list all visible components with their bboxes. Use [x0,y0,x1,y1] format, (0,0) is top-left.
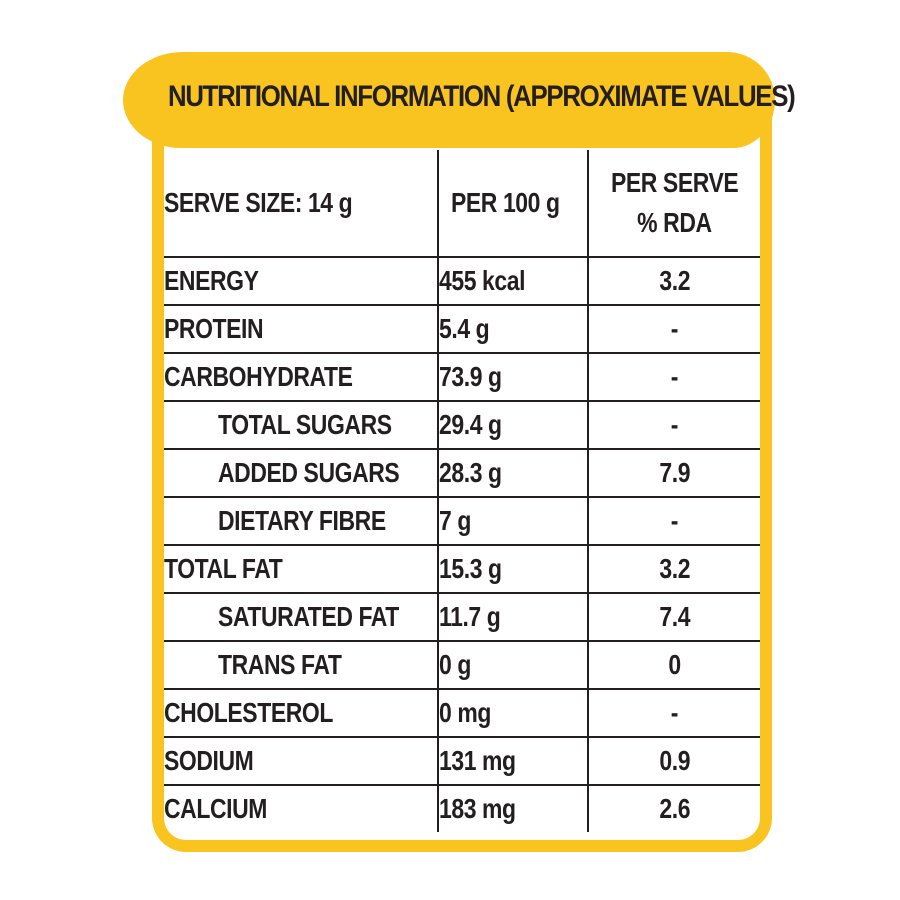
rda-value: 2.6 [587,784,760,832]
rda-value: 3.2 [587,544,760,594]
title-banner [123,52,775,148]
per-100g-value: 0 g [437,640,589,690]
table-row: ENERGY 455 kcal 3.2 [164,256,760,306]
per-100g-value: 15.3 g [437,544,589,594]
table-row: DIETARY FIBRE 7 g - [164,496,760,546]
per-100g-value: 29.4 g [437,400,589,450]
table-row: TOTAL SUGARS 29.4 g - [164,400,760,450]
table-row: CHOLESTEROL 0 mg - [164,688,760,738]
per-100g-value: 5.4 g [437,304,589,354]
rda-value: 3.2 [587,256,760,306]
table-row: TOTAL FAT 15.3 g 3.2 [164,544,760,594]
rda-value: - [587,400,760,450]
per-100g-value: 73.9 g [437,352,589,402]
table-row: TRANS FAT 0 g 0 [164,640,760,690]
nutrient-name: ENERGY [164,256,439,306]
rda-value: - [587,688,760,738]
nutrient-name: PROTEIN [164,304,439,354]
per-100g-value: 0 mg [437,688,589,738]
nutrient-name: TRANS FAT [164,640,439,690]
rda-value: - [587,304,760,354]
table-row: SATURATED FAT 11.7 g 7.4 [164,592,760,642]
table-row: CALCIUM 183 mg 2.6 [164,784,760,832]
rda-value: - [587,352,760,402]
nutrient-name: TOTAL FAT [164,544,439,594]
rda-value: 7.9 [587,448,760,498]
nutrition-table: SERVE SIZE: 14 g PER 100 g PER SERVE% RD… [164,150,760,832]
serve-size-header: SERVE SIZE: 14 g [164,150,439,258]
per-100g-value: 7 g [437,496,589,546]
table-row: PROTEIN 5.4 g - [164,304,760,354]
table-row: ADDED SUGARS 28.3 g 7.9 [164,448,760,498]
table-row: SODIUM 131 mg 0.9 [164,736,760,786]
rda-value: 0 [587,640,760,690]
per-100g-value: 455 kcal [437,256,589,306]
per-100g-value: 131 mg [437,736,589,786]
rda-value: 0.9 [587,736,760,786]
rda-value: - [587,496,760,546]
per-100g-value: 183 mg [437,784,589,832]
table-row: CARBOHYDRATE 73.9 g - [164,352,760,402]
nutrient-name: DIETARY FIBRE [164,496,439,546]
nutrient-name: ADDED SUGARS [164,448,439,498]
per-100g-header: PER 100 g [437,150,589,258]
nutrient-name: SODIUM [164,736,439,786]
per-100g-value: 11.7 g [437,592,589,642]
nutrient-name: CALCIUM [164,784,439,832]
nutrient-name: TOTAL SUGARS [164,400,439,450]
per-serve-rda-header: PER SERVE% RDA [587,150,760,258]
per-100g-value: 28.3 g [437,448,589,498]
rda-value: 7.4 [587,592,760,642]
table-header-row: SERVE SIZE: 14 g PER 100 g PER SERVE% RD… [164,150,760,258]
nutrient-name: CHOLESTEROL [164,688,439,738]
nutrient-name: SATURATED FAT [164,592,439,642]
nutrient-name: CARBOHYDRATE [164,352,439,402]
nutrition-title: NUTRITIONAL INFORMATION (APPROXIMATE VAL… [168,80,796,113]
